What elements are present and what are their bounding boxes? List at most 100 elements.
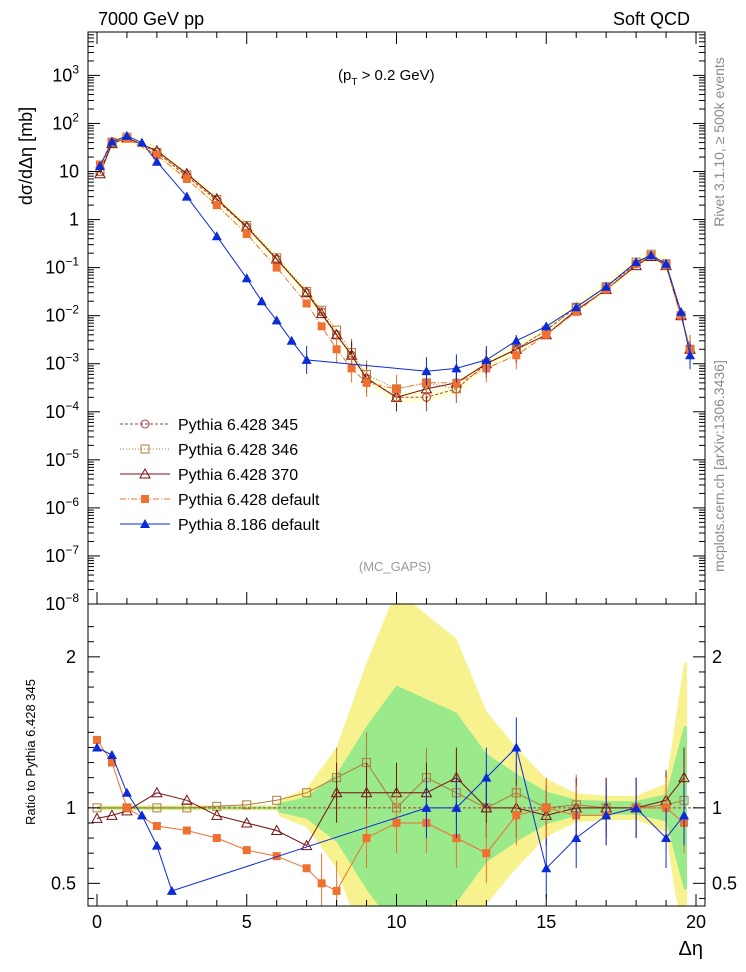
top-data-point: [631, 257, 642, 267]
ratio-data-point: [242, 800, 252, 810]
top-data-point: [121, 130, 132, 140]
top-y-tick-exponent: −7: [65, 543, 79, 557]
top-data-point: [242, 230, 251, 239]
legend-entry: Pythia 8.186 default: [120, 517, 320, 534]
top-y-tick-base: 10: [45, 498, 65, 518]
top-data-point: [270, 253, 283, 264]
top-data-point: [347, 364, 356, 373]
top-y-tick-base: 10: [45, 402, 65, 422]
top-data-point: [94, 161, 105, 171]
legend-marker-icon: [139, 467, 151, 479]
ratio-data-point: [91, 742, 102, 752]
ratio-data-point: [166, 885, 177, 895]
ratio-data-point: [300, 839, 313, 851]
top-data-point: [256, 296, 267, 306]
x-tick-label: 20: [686, 912, 706, 932]
ratio-data-point: [662, 803, 671, 812]
ratio-series-4: [91, 717, 690, 899]
top-series-4: [95, 134, 695, 403]
top-data-point: [211, 231, 222, 241]
top-data-point: [511, 335, 522, 345]
top-y-tick-label: 10: [59, 162, 79, 182]
ratio-data-point: [182, 826, 191, 835]
top-y-tick-base: 10: [45, 594, 65, 614]
analysis-watermark: (MC_GAPS): [359, 559, 431, 574]
ratio-data-point: [360, 786, 373, 798]
data-series-layer: [88, 130, 705, 906]
ratio-data-point: [106, 750, 117, 759]
ratio-data-point: [511, 742, 522, 752]
ratio-data-point: [480, 801, 493, 813]
ratio-y-tick-label: 0.5: [51, 873, 76, 893]
top-y-tick-exponent: −6: [65, 495, 79, 509]
legend-marker-icon: [141, 495, 149, 503]
top-y-axis-ticks: 10310210110−110−210−310−410−510−610−710−…: [45, 31, 705, 614]
top-y-tick-base: 10: [52, 113, 72, 133]
top-data-point: [421, 366, 432, 376]
ratio-data-point: [317, 879, 326, 888]
legend-label: Pythia 8.186 default: [178, 517, 320, 534]
ratio-data-point: [362, 834, 371, 843]
ratio-y-tick-label: 2: [66, 647, 76, 667]
ratio-data-point: [270, 824, 283, 835]
top-series-line: [99, 138, 691, 390]
cut-annotation-open: (p: [338, 67, 351, 84]
ratio-data-point: [92, 735, 101, 744]
top-series-line: [99, 135, 691, 372]
top-data-point: [362, 378, 371, 387]
ratio-y-axis-ticks: 0.5 0.5 1 1 2 2: [51, 626, 737, 899]
top-y-tick-base: 1: [69, 210, 79, 230]
top-data-point: [300, 286, 313, 298]
legend-label: Pythia 6.428 370: [178, 467, 298, 484]
top-data-point: [512, 351, 521, 360]
top-data-point: [241, 273, 252, 283]
ratio-data-point: [242, 846, 251, 855]
ratio-uncertainty-band: [97, 604, 687, 906]
ratio-data-point: [451, 802, 462, 812]
top-data-point: [542, 330, 551, 339]
ratio-data-point: [122, 803, 131, 812]
top-y-tick-label: 10−5: [45, 447, 79, 470]
top-data-point: [152, 151, 161, 160]
top-y-axis-label: dσ/dΔη [mb]: [16, 107, 36, 205]
ratio-series-line: [96, 776, 685, 847]
ratio-data-point: [302, 788, 312, 798]
top-y-tick-exponent: 2: [72, 110, 79, 124]
cut-annotation: (pT > 0.2 GeV): [338, 67, 435, 88]
top-data-point: [685, 350, 696, 360]
ratio-data-point: [541, 863, 552, 873]
top-data-point: [481, 354, 492, 364]
top-data-point: [452, 378, 461, 387]
ratio-data-point: [106, 809, 118, 820]
ratio-y-tick-label-right: 0.5: [712, 873, 737, 893]
top-y-tick-label: 10−3: [45, 351, 79, 374]
top-y-tick-label: 10−7: [45, 543, 79, 566]
top-data-point: [182, 174, 191, 183]
top-data-point: [315, 307, 328, 319]
ratio-data-point: [121, 787, 132, 797]
cut-annotation-sub: T: [351, 77, 357, 88]
top-data-point: [136, 137, 147, 147]
top-data-point: [271, 315, 282, 325]
x-axis-label: Δη: [679, 938, 703, 960]
ratio-data-point: [210, 809, 223, 820]
ratio-data-point: [136, 810, 147, 820]
legend-label: Pythia 6.428 345: [178, 417, 298, 434]
top-y-tick-base: 10: [59, 162, 79, 182]
legend-entry: Pythia 6.428 default: [120, 492, 320, 509]
ratio-data-point: [661, 833, 672, 843]
top-data-point: [272, 263, 281, 272]
ratio-data-point: [152, 821, 161, 830]
ratio-y-tick-label-right: 1: [712, 798, 722, 818]
legend-label: Pythia 6.428 default: [178, 492, 320, 509]
top-y-tick-base: 10: [52, 65, 72, 85]
ratio-data-point: [571, 833, 582, 843]
legend-marker-icon: [140, 519, 150, 528]
legend-marker-icon: [140, 444, 150, 454]
ratio-data-point: [542, 803, 551, 812]
top-data-point: [181, 191, 192, 201]
ratio-data-point: [151, 840, 162, 850]
top-series-5: [94, 130, 696, 386]
top-data-point: [541, 321, 552, 331]
